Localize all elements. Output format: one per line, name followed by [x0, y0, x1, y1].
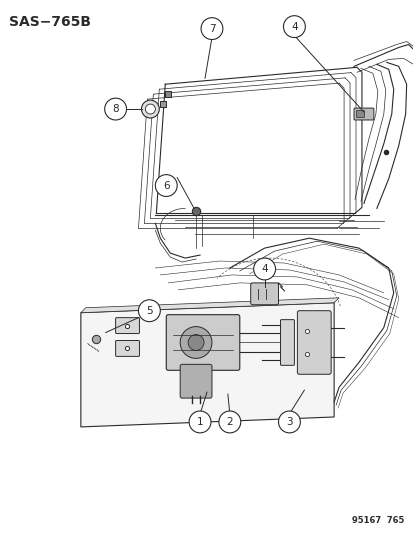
Circle shape [253, 258, 275, 280]
FancyBboxPatch shape [250, 283, 278, 305]
Text: 4: 4 [261, 264, 267, 274]
FancyBboxPatch shape [180, 365, 211, 398]
Circle shape [201, 18, 222, 39]
Text: 4: 4 [290, 22, 297, 31]
FancyBboxPatch shape [166, 314, 239, 370]
FancyBboxPatch shape [297, 311, 330, 374]
Circle shape [218, 411, 240, 433]
Circle shape [141, 100, 159, 118]
Text: 1: 1 [196, 417, 203, 427]
Text: SAS−765B: SAS−765B [9, 15, 91, 29]
Circle shape [189, 411, 211, 433]
FancyBboxPatch shape [353, 108, 373, 120]
Circle shape [278, 411, 300, 433]
Text: 8: 8 [112, 104, 119, 114]
FancyBboxPatch shape [280, 320, 294, 365]
Circle shape [145, 104, 155, 114]
Text: 6: 6 [163, 181, 169, 190]
Polygon shape [81, 303, 333, 427]
Text: 2: 2 [226, 417, 233, 427]
FancyBboxPatch shape [115, 341, 139, 357]
Text: 7: 7 [208, 23, 215, 34]
Circle shape [180, 327, 211, 358]
FancyBboxPatch shape [356, 110, 363, 117]
Circle shape [283, 15, 305, 37]
Text: 5: 5 [146, 306, 152, 316]
FancyBboxPatch shape [115, 318, 139, 334]
Circle shape [104, 98, 126, 120]
Circle shape [138, 300, 160, 321]
Polygon shape [81, 298, 338, 313]
Circle shape [155, 175, 177, 197]
Circle shape [188, 335, 204, 350]
Text: 95167  765: 95167 765 [351, 516, 404, 525]
Text: 3: 3 [285, 417, 292, 427]
